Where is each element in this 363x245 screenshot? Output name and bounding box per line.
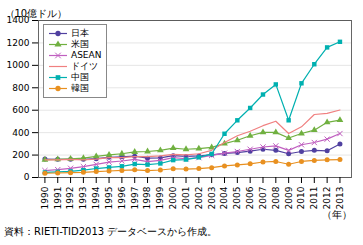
- svg-text:2012: 2012: [322, 187, 332, 210]
- svg-text:2011: 2011: [309, 187, 319, 210]
- svg-text:1993: 1993: [78, 187, 88, 210]
- svg-text:200: 200: [12, 150, 29, 160]
- html-text:資料：RIETI-TID2013 データベースから作成。: 資料：RIETI-TID2013 データベースから作成。: [4, 226, 218, 237]
- svg-text:2002: 2002: [194, 187, 204, 210]
- svg-text:2001: 2001: [181, 187, 191, 210]
- svg-text:1998: 1998: [142, 186, 152, 209]
- svg-text:1991: 1991: [53, 187, 63, 210]
- svg-text:1200: 1200: [7, 38, 30, 48]
- svg-text:2007: 2007: [258, 187, 268, 210]
- svg-text:1994: 1994: [91, 186, 101, 209]
- svg-text:2013: 2013: [335, 187, 345, 210]
- html-text:米国: 米国: [71, 39, 89, 49]
- svg-text:1992: 1992: [65, 187, 75, 210]
- svg-text:2008: 2008: [271, 186, 281, 209]
- svg-text:2006: 2006: [245, 186, 255, 209]
- svg-text:1999: 1999: [155, 186, 165, 209]
- html-text:ドイツ: ドイツ: [71, 61, 98, 71]
- html-text:日本: 日本: [71, 28, 89, 38]
- html-text:ASEAN: ASEAN: [71, 50, 102, 60]
- svg-text:1990: 1990: [40, 186, 50, 209]
- svg-text:（10億ドル）: （10億ドル）: [5, 8, 68, 19]
- svg-text:2004: 2004: [219, 186, 229, 209]
- svg-text:2009: 2009: [284, 186, 294, 209]
- svg-text:600: 600: [12, 105, 29, 115]
- svg-text:0: 0: [24, 172, 30, 182]
- html-text:韓国: 韓国: [71, 83, 89, 93]
- svg-text:2010: 2010: [296, 186, 306, 209]
- svg-text:2005: 2005: [232, 187, 242, 210]
- svg-text:800: 800: [12, 83, 29, 93]
- svg-text:1995: 1995: [104, 187, 114, 210]
- svg-text:2000: 2000: [168, 186, 178, 209]
- svg-text:（年）: （年）: [322, 209, 352, 220]
- svg-text:400: 400: [12, 128, 29, 138]
- svg-text:1996: 1996: [117, 186, 127, 209]
- html-text:中国: 中国: [71, 72, 89, 82]
- svg-text:1000: 1000: [7, 60, 30, 70]
- svg-text:1400: 1400: [6, 15, 30, 26]
- svg-text:1997: 1997: [130, 187, 140, 210]
- svg-text:2003: 2003: [207, 187, 217, 210]
